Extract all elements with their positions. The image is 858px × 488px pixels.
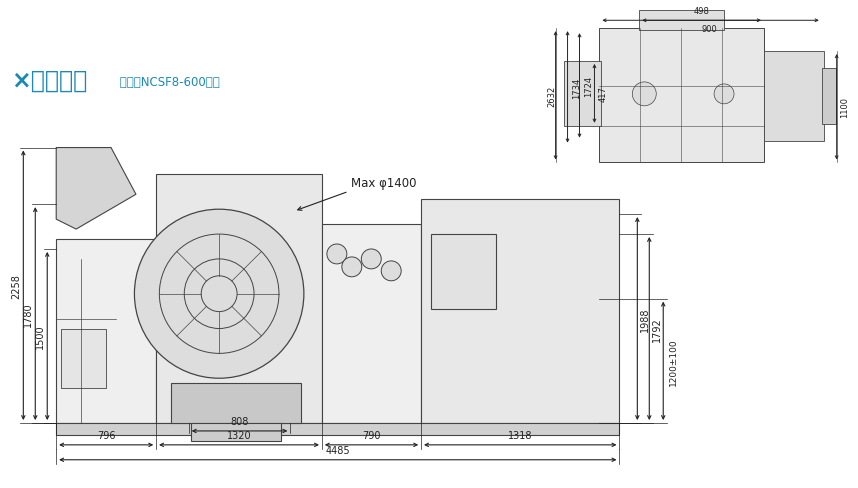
- Text: 1318: 1318: [508, 430, 533, 440]
- Text: 4485: 4485: [325, 445, 350, 455]
- Bar: [764, 52, 824, 142]
- Text: 1988: 1988: [640, 306, 650, 331]
- Circle shape: [714, 85, 734, 104]
- Bar: [822, 69, 836, 124]
- Circle shape: [341, 257, 362, 277]
- Text: 1792: 1792: [652, 317, 662, 341]
- Text: 1100: 1100: [840, 97, 849, 118]
- Bar: [171, 384, 300, 423]
- Text: 808: 808: [230, 416, 249, 426]
- Text: 2258: 2258: [11, 273, 21, 298]
- Text: 2632: 2632: [547, 85, 556, 107]
- Bar: [639, 11, 724, 31]
- Bar: [156, 175, 322, 423]
- Text: 以常用NCSF8-600展示: 以常用NCSF8-600展示: [116, 76, 220, 89]
- Bar: [57, 423, 619, 435]
- Text: 1200±100: 1200±100: [668, 337, 678, 385]
- Bar: [191, 423, 281, 441]
- Text: Max φ1400: Max φ1400: [351, 177, 416, 190]
- Text: 1320: 1320: [227, 430, 251, 440]
- Circle shape: [632, 83, 656, 106]
- Text: 790: 790: [362, 430, 381, 440]
- Circle shape: [381, 262, 402, 281]
- Bar: [322, 224, 421, 423]
- Circle shape: [361, 249, 381, 269]
- Bar: [57, 240, 156, 423]
- Text: 900: 900: [701, 25, 717, 34]
- Circle shape: [327, 244, 347, 264]
- Text: 796: 796: [97, 430, 116, 440]
- Bar: [421, 200, 619, 423]
- Bar: [600, 29, 764, 163]
- Text: 498: 498: [693, 7, 709, 16]
- Text: 1724: 1724: [584, 76, 594, 97]
- Circle shape: [135, 210, 304, 379]
- Text: 1780: 1780: [23, 302, 33, 326]
- Text: ×外形尺寸: ×外形尺寸: [11, 69, 88, 93]
- Bar: [564, 62, 601, 126]
- Text: 1734: 1734: [572, 77, 582, 98]
- Text: 1500: 1500: [35, 324, 45, 348]
- Text: 417: 417: [598, 86, 607, 102]
- Bar: [61, 329, 106, 388]
- Bar: [431, 235, 496, 309]
- Polygon shape: [57, 148, 136, 230]
